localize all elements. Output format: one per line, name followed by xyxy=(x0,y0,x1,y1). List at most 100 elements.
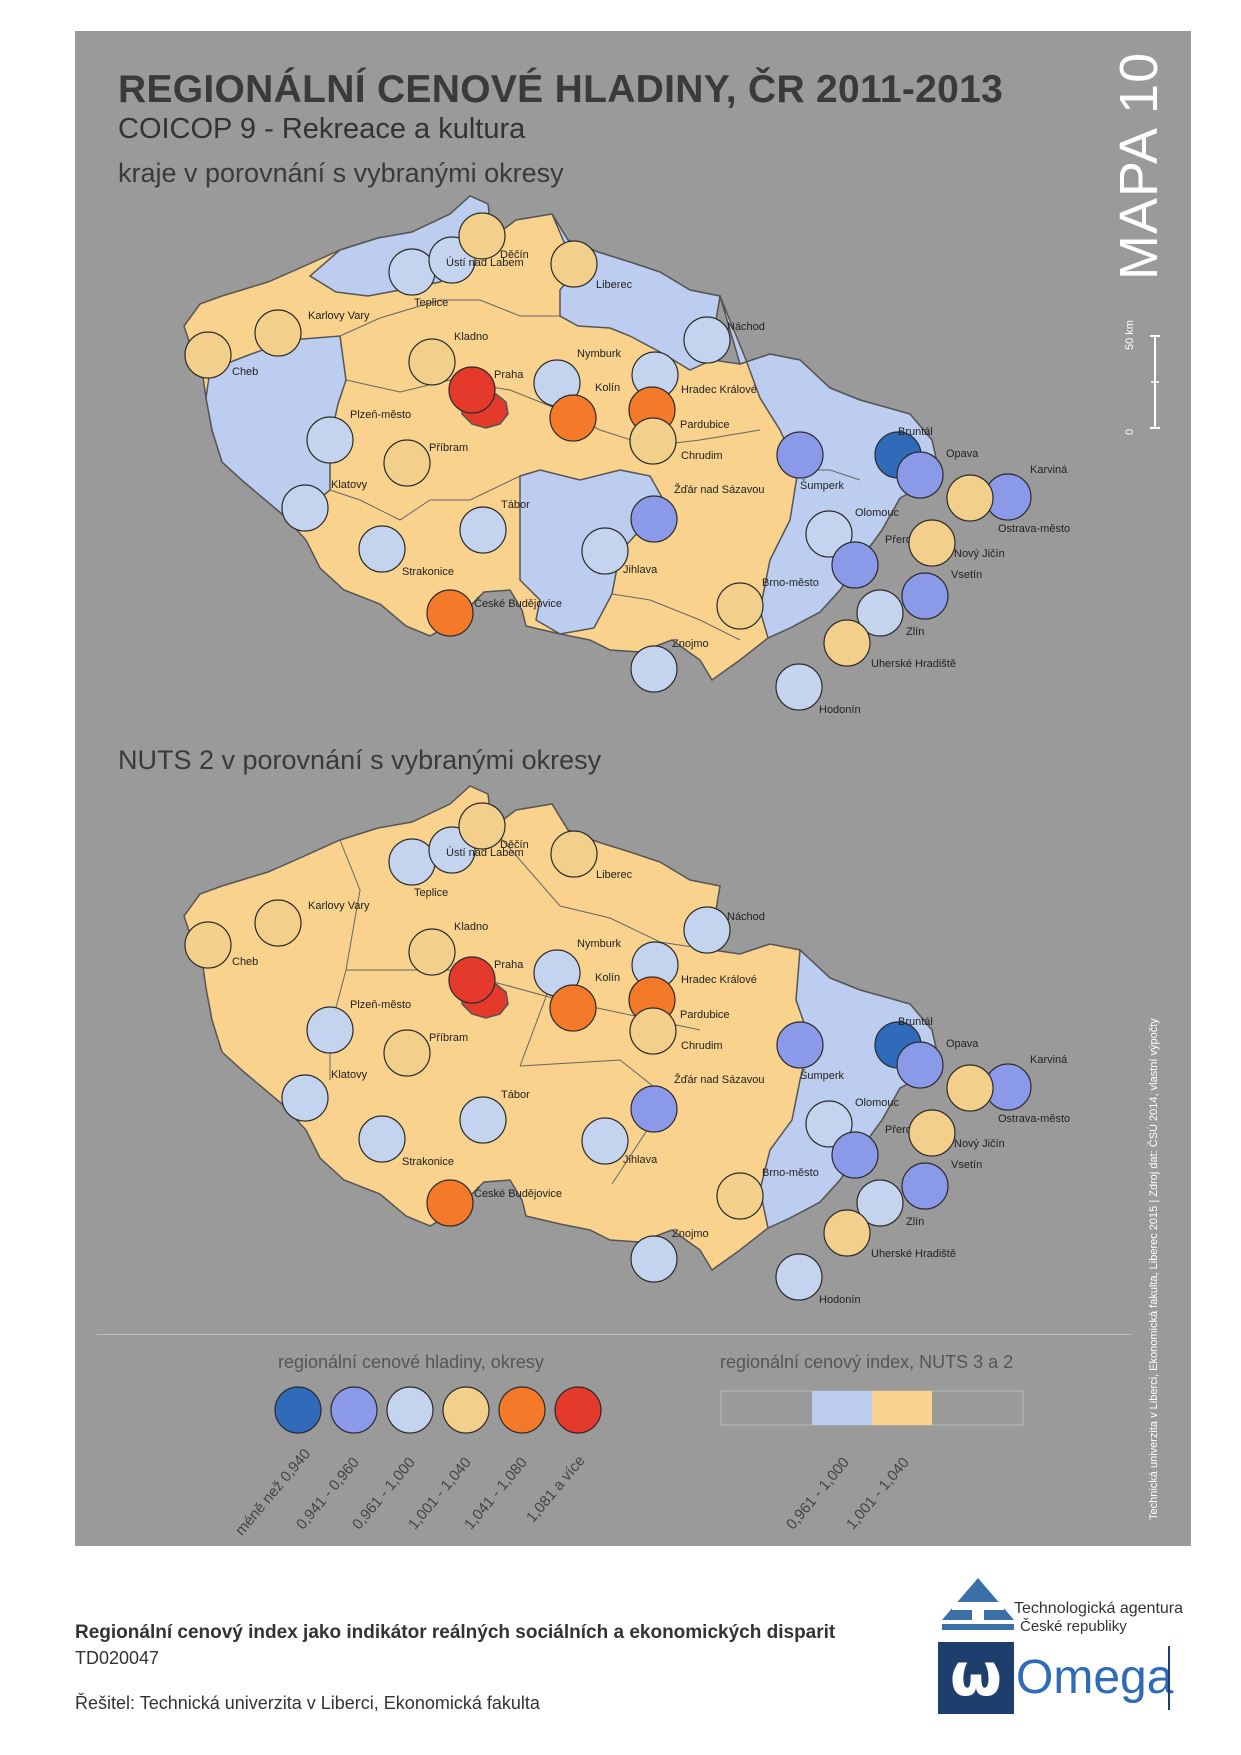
district-marker xyxy=(281,1074,329,1122)
district-label: Kolín xyxy=(595,972,620,984)
omega-divider xyxy=(1168,1646,1170,1710)
district-label: Žďár nad Sázavou xyxy=(674,483,765,496)
district-label: Nymburk xyxy=(577,348,622,360)
district-marker xyxy=(388,838,436,886)
district-marker xyxy=(581,527,629,575)
district-marker xyxy=(281,484,329,532)
legend-region-swatch xyxy=(872,1391,932,1425)
district-label: Vsetín xyxy=(951,569,982,581)
district-marker xyxy=(459,506,507,554)
legend-district-swatch xyxy=(554,1386,602,1434)
map-title: REGIONÁLNÍ CENOVÉ HLADINY, ČR 2011-2013 xyxy=(118,68,1004,111)
district-label: Chrudim xyxy=(681,450,723,462)
district-label: Teplice xyxy=(414,297,448,309)
district-marker xyxy=(805,1100,853,1148)
district-label: Kolín xyxy=(595,382,620,394)
legend-districts-swatches xyxy=(274,1386,602,1434)
district-marker xyxy=(856,589,904,637)
district-label: Jihlava xyxy=(623,564,658,576)
legend-district-swatch xyxy=(498,1386,546,1434)
district-marker xyxy=(383,439,431,487)
district-label: Olomouc xyxy=(855,1097,900,1109)
district-label: Znojmo xyxy=(672,1228,709,1240)
district-label: Bruntál xyxy=(898,1016,933,1028)
district-label: Zlín xyxy=(906,626,924,638)
district-label: Pardubice xyxy=(680,419,730,431)
district-marker xyxy=(184,331,232,379)
district-label: Nový Jičín xyxy=(954,1138,1005,1150)
separator-line xyxy=(97,1334,1131,1335)
district-marker xyxy=(383,1029,431,1077)
district-marker xyxy=(408,928,456,976)
legend-region-swatch xyxy=(812,1391,872,1425)
ta-logo-icon xyxy=(942,1578,1014,1630)
district-marker xyxy=(776,1021,824,1069)
legend-district-swatch xyxy=(386,1386,434,1434)
legend-districts-title: regionální cenové hladiny, okresy xyxy=(278,1352,544,1372)
section-title-kraje: kraje v porovnání s vybranými okresy xyxy=(118,158,564,188)
district-label: Chrudim xyxy=(681,1040,723,1052)
district-marker xyxy=(388,248,436,296)
district-label: Olomouc xyxy=(855,507,900,519)
district-label: Opava xyxy=(946,1038,979,1050)
district-label: Opava xyxy=(946,448,979,460)
district-marker xyxy=(856,1179,904,1227)
district-label: Jihlava xyxy=(623,1154,658,1166)
district-marker xyxy=(581,1117,629,1165)
district-marker xyxy=(775,1253,823,1301)
map-subtitle: COICOP 9 - Rekreace a kultura xyxy=(118,113,526,145)
district-marker xyxy=(683,316,731,364)
district-marker xyxy=(458,802,506,850)
district-marker xyxy=(831,541,879,589)
district-marker xyxy=(458,212,506,260)
district-label: Karlovy Vary xyxy=(308,310,370,322)
district-marker xyxy=(901,572,949,620)
district-label: Nový Jičín xyxy=(954,548,1005,560)
district-label: Děčín xyxy=(500,839,529,851)
project-code: TD020047 xyxy=(75,1648,160,1668)
district-marker xyxy=(908,519,956,567)
omega-logo-text: Omega xyxy=(1016,1651,1174,1704)
scale-bar xyxy=(1150,335,1160,429)
district-label: Praha xyxy=(494,369,524,381)
district-label: Zlín xyxy=(906,1216,924,1228)
district-label: Strakonice xyxy=(402,566,454,578)
source-note: Technická univerzita v Liberci, Ekonomic… xyxy=(1148,1018,1160,1520)
district-marker xyxy=(358,1115,406,1163)
district-label: Uherské Hradiště xyxy=(871,1248,956,1260)
district-label: Brno-město xyxy=(762,1167,819,1179)
district-label: Tábor xyxy=(501,1089,530,1101)
district-label: Vsetín xyxy=(951,1159,982,1171)
district-label: Příbram xyxy=(429,442,468,454)
district-marker xyxy=(716,582,764,630)
district-marker xyxy=(630,1085,678,1133)
district-label: Karviná xyxy=(1030,1054,1068,1066)
district-label: Nymburk xyxy=(577,938,622,950)
map-kraje: Cheb Karlovy Vary Teplice Ústí nad LabemDěč… xyxy=(183,195,1070,716)
district-marker xyxy=(549,984,597,1032)
district-label: Ústí nad Labem xyxy=(446,846,524,859)
district-label: Kladno xyxy=(454,921,488,933)
district-marker xyxy=(946,1064,994,1112)
district-marker xyxy=(629,417,677,465)
district-label: Ostrava-město xyxy=(998,1113,1070,1125)
district-marker xyxy=(775,663,823,711)
district-label: Náchod xyxy=(727,911,765,923)
district-marker xyxy=(908,1109,956,1157)
district-marker xyxy=(630,645,678,693)
legend-district-swatch xyxy=(330,1386,378,1434)
district-label: Teplice xyxy=(414,887,448,899)
district-label: Pardubice xyxy=(680,1009,730,1021)
district-marker xyxy=(459,1096,507,1144)
district-label: Hradec Králové xyxy=(681,384,757,396)
omega-logo-icon: ω xyxy=(938,1642,1014,1714)
district-marker xyxy=(896,451,944,499)
legend-regions-bar xyxy=(720,1390,1024,1426)
district-label: Bruntál xyxy=(898,426,933,438)
district-marker xyxy=(831,1131,879,1179)
district-marker xyxy=(426,589,474,637)
district-label: Karlovy Vary xyxy=(308,900,370,912)
legend-district-swatch xyxy=(274,1386,322,1434)
ta-logo-line1: Technologická agentura xyxy=(1014,1600,1184,1617)
district-marker xyxy=(550,240,598,288)
